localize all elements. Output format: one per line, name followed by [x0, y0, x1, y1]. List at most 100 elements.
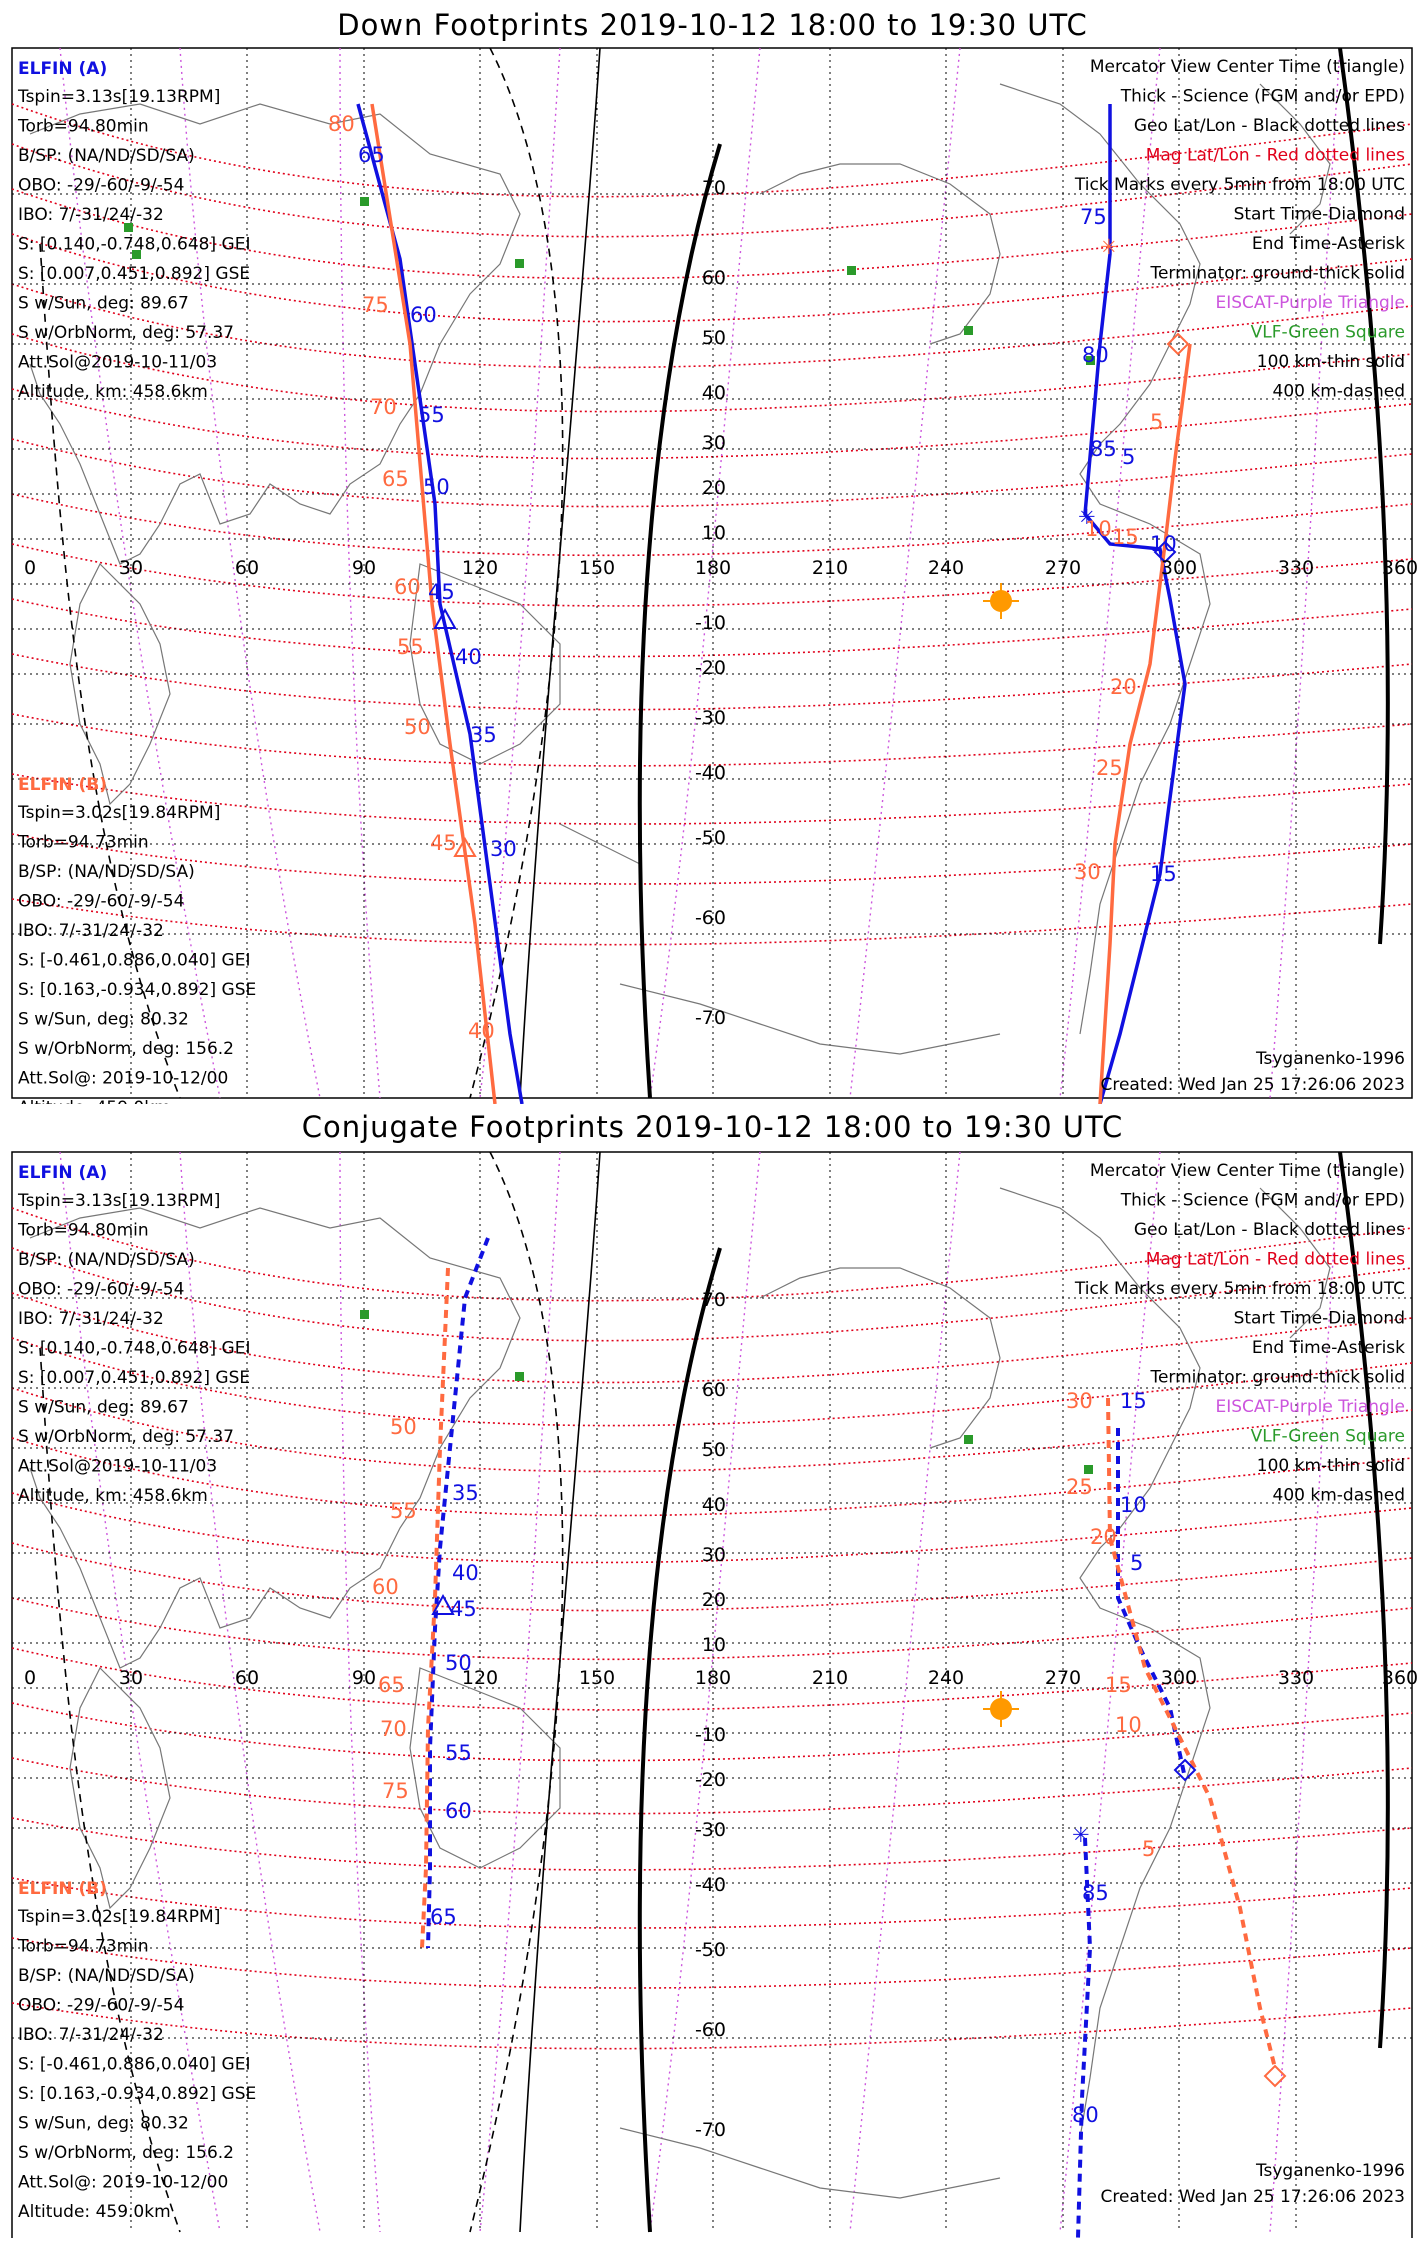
lon-tick-label: 60 [235, 557, 259, 579]
track-a-time-label: 45 [450, 1597, 477, 1621]
lat-tick-label: -10 [695, 612, 726, 634]
track-markers: ✳ ✳ [433, 235, 1190, 857]
elfin-a-name: ELFIN (A) [18, 59, 107, 79]
elfin-b-info-line: S: [-0.461,0.886,0.040] GEI [18, 2055, 250, 2075]
elfin-b-info-line: S w/Sun, deg: 80.32 [18, 2114, 189, 2134]
lat-tick-label: 20 [702, 1589, 726, 1611]
track-b-time-label: 15 [1112, 525, 1139, 549]
track-b-time-label: 15 [1105, 1673, 1132, 1697]
track-b-time-label: 50 [404, 715, 431, 739]
track-b-time-label: 20 [1090, 1525, 1117, 1549]
elfin-a-info-line: Att.Sol@2019-10-11/03 [18, 353, 217, 373]
elfin-b-track-east [1098, 343, 1192, 1104]
elfin-b-info-line: Tspin=3.02s[19.84RPM] [17, 1907, 220, 1927]
elfin-a-name: ELFIN (A) [18, 1163, 107, 1183]
lon-tick-label: 360 [1382, 1667, 1418, 1689]
elfin-a-info-line: Torb=94.80min [17, 117, 149, 137]
track-b-time-label: 30 [1074, 860, 1101, 884]
lat-tick-label: -50 [695, 827, 726, 849]
elfin-a-track-west [426, 1237, 490, 1949]
coastlines [29, 83, 1331, 1055]
legend-line: Tick Marks every 5min from 18:00 UTC [1074, 175, 1405, 195]
legend-line: Thick - Science (FGM and/or EPD) [1120, 87, 1405, 107]
track-b-time-label: 25 [1096, 756, 1123, 780]
track-b-time-label: 75 [382, 1779, 409, 1803]
lon-tick-label: 60 [235, 1667, 259, 1689]
track-a-time-label: 10 [1120, 1493, 1147, 1517]
map-panel-conjugate-footprints: ✳ 0 30 60 90 120 150 180 210 240 270 300 330 360 70 6… [11, 1151, 1418, 2238]
track-a-time-label: 80 [1072, 2103, 1099, 2127]
map-frame [11, 47, 1413, 1099]
track-b-time-label: 70 [370, 395, 397, 419]
lat-tick-label: 50 [702, 327, 726, 349]
lon-tick-label: 150 [579, 557, 615, 579]
legend-line: Geo Lat/Lon - Black dotted lines [1134, 116, 1405, 136]
legend-line: VLF-Green Square [1251, 323, 1405, 343]
track-a-time-label: 40 [452, 1561, 479, 1585]
lat-ticks: 70 60 50 40 30 20 10 -10 -20 -30 -40 -50 -60 -70 [695, 177, 726, 1029]
track-b-time-label: 60 [394, 575, 421, 599]
lat-tick-label: -60 [695, 907, 726, 929]
legend-line: Start Time-Diamond [1234, 205, 1405, 225]
lon-tick-label: 330 [1278, 557, 1314, 579]
lon-tick-label: 30 [119, 557, 143, 579]
track-a-time-label: 85 [1090, 437, 1117, 461]
legend-line: Start Time-Diamond [1234, 1309, 1405, 1329]
elfin-a-info-line: IBO: 7/-31/24/-32 [18, 1309, 164, 1329]
track-b-labels: 50 55 60 65 70 75 30 25 20 15 10 5 [372, 1389, 1155, 1861]
lon-tick-label: 120 [462, 1667, 498, 1689]
elfin-a-info-line: S: [0.140,-0.748,0.648] GEI [18, 1339, 250, 1359]
elfin-a-info-line: S w/OrbNorm, deg: 57.37 [18, 323, 234, 343]
elfin-b-info-line: S w/OrbNorm, deg: 156.2 [18, 2143, 234, 2163]
terminator [39, 47, 1390, 1099]
elfin-b-info-line: IBO: 7/-31/24/-32 [18, 2025, 164, 2045]
elfin-a-info-line: B/SP: (NA/ND/SD/SA) [18, 1250, 195, 1270]
track-a-time-label: 15 [1120, 1389, 1147, 1413]
model-name: Tsyganenko-1996 [1255, 2161, 1405, 2181]
track-a-time-label: 65 [430, 1905, 457, 1929]
elfin-b-info-line: B/SP: (NA/ND/SD/SA) [18, 1966, 195, 1986]
elfin-b-name: ELFIN (B) [18, 775, 107, 795]
elfin-b-info-line: Altitude: 459.0km [18, 2202, 171, 2222]
model-name: Tsyganenko-1996 [1255, 1049, 1405, 1069]
terminator [39, 1151, 1390, 2233]
created-date: Created: Wed Jan 25 17:26:06 2023 [1100, 2187, 1405, 2207]
mag-lat-lines [11, 1207, 1413, 2050]
legend-line: 400 km-dashed [1273, 1486, 1405, 1506]
legend-line: Mercator View Center Time (triangle) [1090, 1161, 1405, 1181]
mag-lat-lines [11, 103, 1413, 946]
lat-tick-label: 50 [702, 1439, 726, 1461]
lon-tick-label: 0 [24, 1667, 36, 1689]
track-a-labels: 35 40 45 50 55 60 65 15 10 5 85 80 [430, 1389, 1147, 2127]
track-a-time-label: 5 [1122, 445, 1135, 469]
lat-tick-label: -40 [695, 1874, 726, 1896]
lat-tick-label: 40 [702, 382, 726, 404]
elfin-b-info-line: IBO: 7/-31/24/-32 [18, 921, 164, 941]
track-a-time-label: 5 [1130, 1551, 1143, 1575]
elfin-a-track-east [1083, 104, 1187, 1104]
svg-text:✳: ✳ [1078, 505, 1096, 529]
legend-line: Geo Lat/Lon - Black dotted lines [1134, 1220, 1405, 1240]
elfin-a-info-line: Altitude, km: 458.6km [18, 1486, 208, 1506]
elfin-a-info-line: OBO: -29/-60/-9/-54 [18, 1280, 184, 1300]
track-a-time-label: 15 [1150, 862, 1177, 886]
track-b-time-label: 55 [397, 635, 424, 659]
track-a-time-label: 55 [418, 403, 445, 427]
elfin-b-info-line: S: [-0.461,0.886,0.040] GEI [18, 951, 250, 971]
legend-line: Mag Lat/Lon - Red dotted lines [1146, 1250, 1405, 1270]
lat-tick-label: -60 [695, 2019, 726, 2041]
elfin-b-info-line: Altitude: 459.0km [18, 1098, 171, 1104]
track-a-time-label: 45 [428, 580, 455, 604]
legend-line: Terminator: ground-thick solid [1149, 264, 1405, 284]
elfin-b-track-east [1106, 1397, 1277, 2069]
track-a-time-label: 85 [1082, 1881, 1109, 1905]
elfin-b-info-line: Torb=94.73min [17, 833, 149, 853]
lon-tick-label: 210 [812, 557, 848, 579]
elfin-a-info-line: S: [0.007,0.451,0.892] GSE [18, 1368, 250, 1388]
panel-title-conjugate: Conjugate Footprints 2019-10-12 18:00 to… [301, 1110, 1124, 1144]
lon-tick-label: 30 [119, 1667, 143, 1689]
elfin-b-info: ELFIN (B) Tspin=3.02s[19.84RPM] Torb=94.73… [17, 1879, 256, 2222]
legend-line: Mag Lat/Lon - Red dotted lines [1146, 146, 1405, 166]
lat-tick-label: -40 [695, 762, 726, 784]
lat-tick-label: 30 [702, 432, 726, 454]
